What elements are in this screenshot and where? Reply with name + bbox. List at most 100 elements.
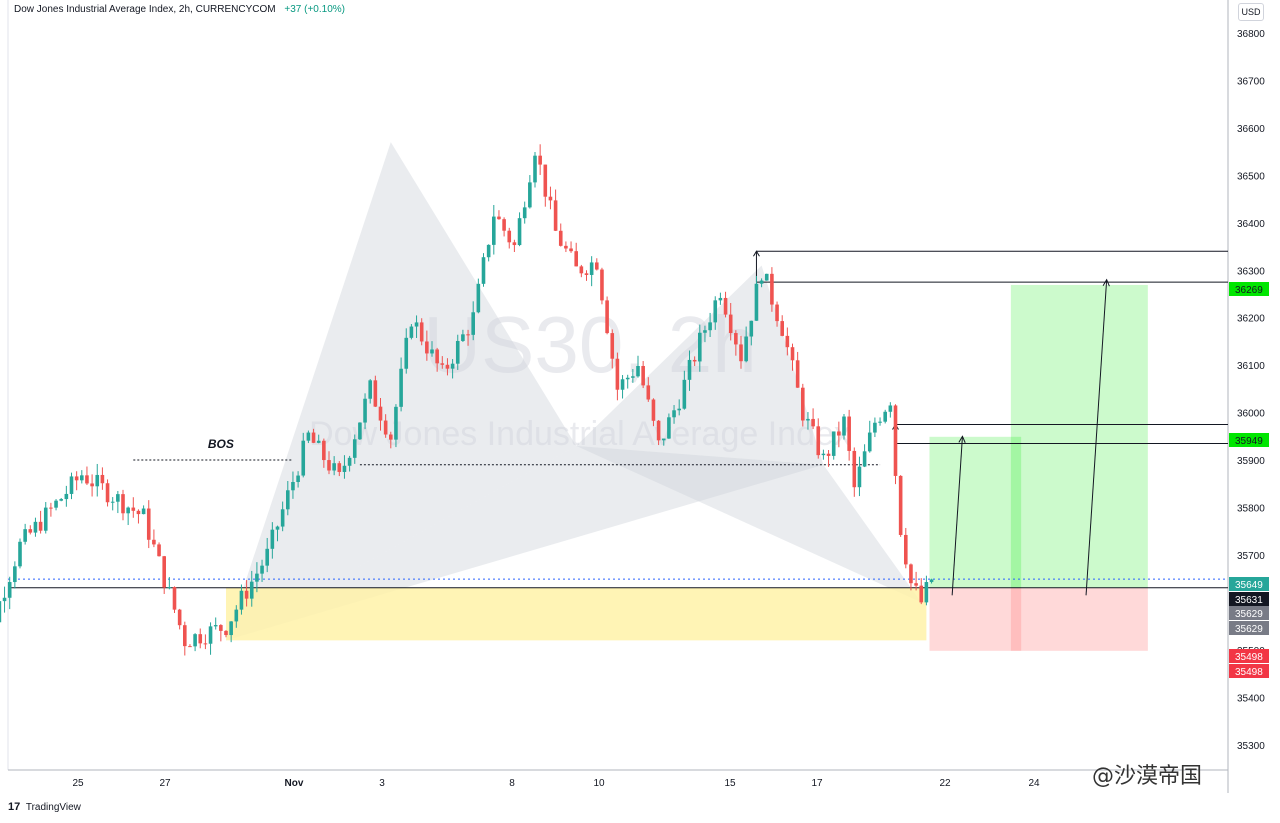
candle-body	[723, 297, 728, 315]
candle-body	[399, 368, 403, 407]
tradingview-brand[interactable]: 17 TradingView	[8, 801, 81, 813]
candle-body	[116, 494, 120, 502]
candle-body	[440, 363, 445, 365]
candle-body	[172, 587, 177, 610]
candle-body	[7, 582, 12, 598]
candle-body	[857, 466, 862, 488]
candle-body	[33, 521, 38, 533]
candle-body	[177, 609, 182, 626]
candle-body	[631, 376, 635, 378]
support-zone	[226, 587, 927, 641]
candle-body	[734, 333, 738, 345]
candle-body	[49, 507, 53, 509]
candle-body	[579, 266, 584, 274]
candle-body	[69, 476, 74, 494]
candle-body	[574, 251, 578, 267]
candle-body	[605, 300, 609, 334]
x-tick-label: 15	[724, 778, 736, 789]
candle-body	[265, 548, 269, 566]
target-arrow-1	[951, 436, 963, 596]
candle-body	[152, 539, 156, 545]
candle-body	[327, 460, 331, 471]
candle-body	[816, 426, 821, 456]
candle-body	[162, 556, 166, 588]
candle-body	[280, 509, 285, 527]
author-watermark: @沙漠帝国	[1092, 764, 1203, 789]
candle-body	[909, 564, 913, 584]
candle-body	[208, 626, 213, 644]
candle-body	[455, 340, 460, 364]
candle-body	[625, 377, 630, 380]
candle-body	[419, 322, 424, 342]
candle-body	[301, 440, 306, 476]
candle-body	[219, 625, 223, 631]
candle-body	[404, 337, 409, 369]
candle-body	[548, 196, 553, 201]
position-box-1-stop	[929, 587, 1022, 651]
candle-body	[522, 207, 527, 219]
candle-body	[59, 499, 63, 501]
price-label-stop: 35498	[1235, 667, 1263, 678]
candle-body	[806, 418, 810, 421]
candle-body	[558, 230, 563, 246]
symbol-title: Dow Jones Industrial Average Index, 2h, …	[14, 4, 276, 15]
candle-body	[698, 332, 702, 362]
candle-body	[770, 273, 774, 305]
candle-body	[409, 326, 414, 338]
y-tick-label: 36700	[1237, 76, 1265, 87]
candle-body	[358, 422, 362, 440]
x-tick-label: 22	[939, 778, 951, 789]
y-tick-label: 36100	[1237, 361, 1265, 372]
price-label-box-grey	[1229, 621, 1269, 635]
candle-body	[110, 501, 115, 503]
candle-body	[759, 280, 764, 284]
candle-body	[234, 609, 239, 622]
candle-body	[38, 521, 43, 531]
candle-body	[85, 475, 89, 484]
candle-body	[461, 334, 465, 341]
candle-body	[286, 490, 290, 510]
candle-body	[275, 526, 280, 530]
candle-body	[790, 347, 795, 361]
x-tick-label: 8	[509, 778, 515, 789]
price-change: +37 (+0.10%)	[284, 4, 345, 15]
candle-body	[862, 451, 867, 467]
candle-body	[425, 341, 429, 354]
position-box-1-target	[929, 436, 1022, 588]
price-label-target: 35949	[1235, 436, 1263, 447]
candle-body	[749, 320, 754, 337]
y-tick-label: 36000	[1237, 409, 1265, 420]
tradingview-logo-icon: 17	[8, 801, 21, 813]
target-arrow-2-head	[1102, 278, 1110, 287]
candle-body	[28, 529, 33, 533]
candle-body	[837, 431, 841, 436]
candle-body	[239, 590, 244, 610]
y-tick-label: 35900	[1237, 456, 1265, 467]
candle-body	[342, 465, 347, 472]
candle-body	[255, 573, 259, 582]
candle-body	[569, 248, 573, 252]
candle-body	[121, 494, 125, 514]
candle-body	[291, 482, 295, 491]
candle-body	[105, 483, 110, 503]
candle-body	[533, 155, 537, 183]
candle-body	[450, 363, 455, 369]
candle-body	[322, 440, 326, 461]
candle-body	[229, 621, 233, 636]
price-label-box-grey	[1229, 606, 1269, 620]
candle-body	[18, 541, 22, 567]
candle-body	[471, 312, 475, 335]
y-tick-label: 36600	[1237, 124, 1265, 135]
currency-button[interactable]: USD	[1238, 3, 1264, 21]
brand-name: TradingView	[25, 802, 81, 813]
candle-body	[352, 439, 357, 458]
candle-body	[157, 544, 161, 557]
candle-body	[584, 273, 589, 275]
candle-body	[595, 262, 599, 270]
candle-body	[929, 579, 934, 583]
candle-body	[80, 475, 84, 481]
candle-body	[383, 420, 388, 435]
candle-body	[780, 321, 784, 336]
candle-body	[852, 450, 857, 488]
